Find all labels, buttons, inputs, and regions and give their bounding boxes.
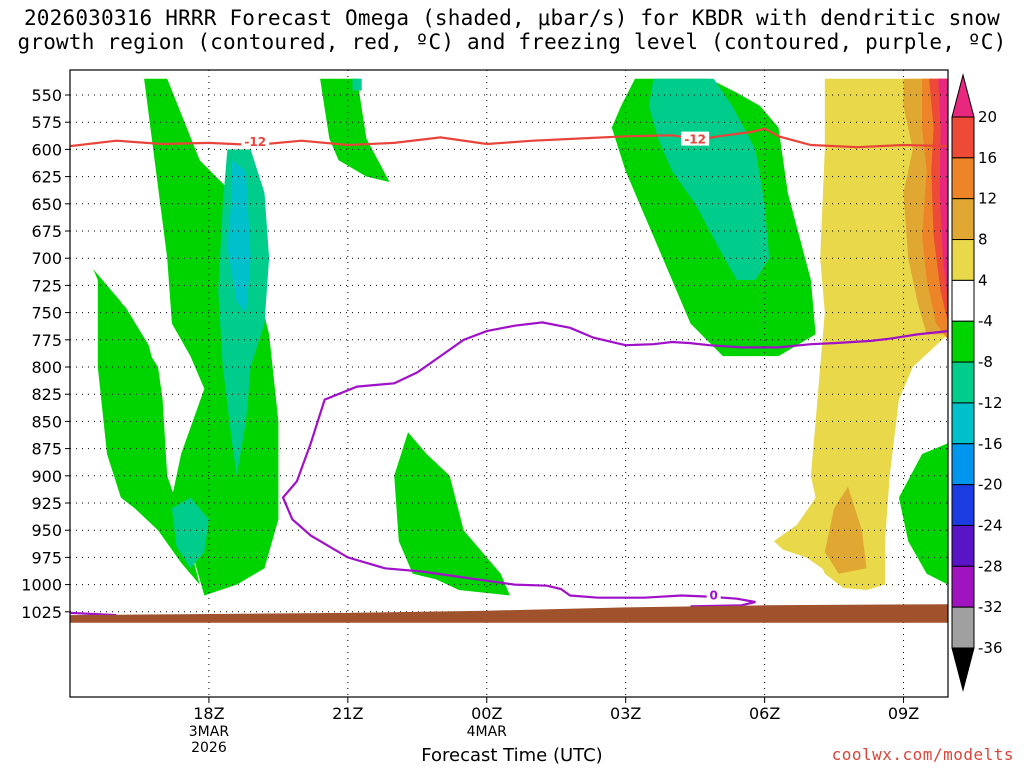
colorbar-label: -36 (978, 639, 1003, 657)
colorbar-bin (951, 524, 975, 567)
chart-title: 2026030316 HRRR Forecast Omega (shaded, … (0, 6, 1024, 54)
contour-lines: -12 -12 0 (70, 127, 948, 617)
x-date-label: 4MAR (467, 724, 508, 740)
colorbar-bin (951, 606, 975, 649)
omega-region (352, 78, 362, 91)
y-tick-label: 725 (31, 276, 62, 295)
colorbar-bin (951, 116, 975, 159)
colorbar-bin (951, 279, 975, 322)
y-tick-label: 550 (31, 86, 62, 105)
terrain-ground (70, 604, 948, 623)
omega-region (824, 486, 867, 574)
x-tick-label: 06Z (749, 704, 780, 723)
x-axis-title: Forecast Time (UTC) (421, 745, 603, 766)
y-tick-label: 675 (31, 222, 62, 241)
colorbar: 20 16 12 8 4 -4 -8 -12 -16 -20 -24 -28 -32 -36 (951, 73, 1003, 692)
x-date-label: 3MAR (189, 724, 230, 740)
x-tick-label: 21Z (332, 704, 363, 723)
omega-region (938, 78, 948, 302)
credit-text: coolwx.com/modelts (831, 745, 1014, 764)
omega-region (773, 486, 830, 574)
y-tick-label: 800 (31, 358, 62, 377)
colorbar-label: -24 (978, 516, 1003, 534)
x-tick-label: 00Z (471, 704, 502, 723)
contour-label-bg (241, 133, 270, 148)
y-tick-label: 650 (31, 195, 62, 214)
dendritic-contour-line (70, 127, 948, 149)
freezing-contour-label: 0 (710, 588, 718, 602)
y-tick-label: 950 (31, 521, 62, 540)
title-line-1: 2026030316 HRRR Forecast Omega (shaded, … (23, 6, 1001, 30)
colorbar-bin (951, 484, 975, 526)
dendritic-contour-label: -12 (244, 135, 266, 149)
title-line-2: growth region (contoured, red, ºC) and f… (17, 30, 1007, 54)
colorbar-bin (951, 443, 975, 486)
omega-region (227, 160, 251, 313)
omega-region (648, 78, 770, 280)
omega-region (144, 78, 279, 596)
colorbar-label: -12 (978, 394, 1003, 412)
colorbar-bin (951, 402, 975, 445)
omega-region (171, 497, 209, 569)
terrain (70, 604, 948, 623)
colorbar-label: 8 (978, 231, 988, 249)
colorbar-label: -4 (978, 312, 993, 330)
y-tick-label: 925 (31, 494, 62, 513)
colorbar-top-arrow (951, 73, 975, 118)
y-tick-label: 600 (31, 140, 62, 159)
y-tick-label: 700 (31, 249, 62, 268)
colorbar-bin (951, 198, 975, 241)
y-tick-label: 775 (31, 331, 62, 350)
colorbar-label: -32 (978, 598, 1003, 616)
y-tick-label: 575 (31, 113, 62, 132)
x-tick-label: 09Z (888, 704, 919, 723)
y-tick-label: 1000 (21, 576, 62, 595)
colorbar-label: 16 (978, 149, 997, 167)
contour-label-bg (681, 131, 710, 146)
y-axis: 550 575 600 625 650 675 700 725 750 775 800 825 850 8… (21, 86, 70, 622)
colorbar-label: 20 (978, 108, 997, 126)
colorbar-bin (951, 239, 975, 281)
omega-shading (93, 78, 948, 596)
colorbar-label: -8 (978, 353, 993, 371)
colorbar-label: -28 (978, 557, 1003, 575)
dendritic-contour-label: -12 (684, 133, 706, 147)
plot-frame (69, 69, 949, 698)
y-tick-label: 825 (31, 385, 62, 404)
omega-region (898, 443, 948, 585)
omega-region (394, 432, 510, 596)
x-tick-label: 03Z (610, 704, 641, 723)
y-tick-label: 625 (31, 168, 62, 187)
colorbar-bottom-arrow (951, 647, 975, 692)
freezing-level-line (281, 321, 948, 608)
y-tick-label: 975 (31, 548, 62, 567)
colorbar-label: 4 (978, 271, 988, 289)
y-tick-label: 1025 (21, 603, 62, 622)
freezing-level-line-left (70, 611, 117, 617)
x-date-label: 2026 (191, 740, 227, 756)
colorbar-label: 12 (978, 190, 997, 208)
colorbar-bin (951, 565, 975, 608)
x-tick-label: 18Z (193, 704, 224, 723)
colorbar-label: -16 (978, 435, 1003, 453)
colorbar-bin (951, 320, 975, 363)
y-tick-label: 875 (31, 440, 62, 459)
colorbar-label: -20 (978, 476, 1003, 494)
y-tick-label: 900 (31, 467, 62, 486)
omega-region (320, 78, 390, 182)
y-tick-label: 850 (31, 412, 62, 431)
y-tick-label: 750 (31, 304, 62, 323)
freezing-label-bg (706, 587, 721, 602)
colorbar-bin (951, 157, 975, 200)
colorbar-bin (951, 361, 975, 404)
